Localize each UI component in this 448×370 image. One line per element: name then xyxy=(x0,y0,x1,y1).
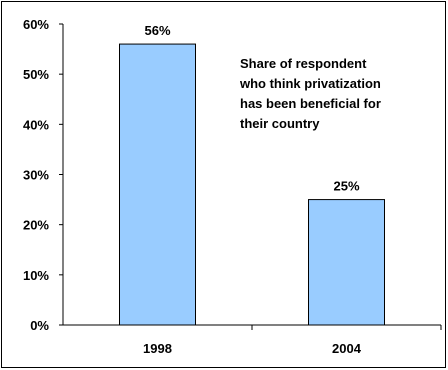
annotation-line: their country xyxy=(240,116,320,131)
annotation-line: has been beneficial for xyxy=(240,96,381,111)
annotation-line: who think privatization xyxy=(239,76,381,91)
y-axis-ticks: 0% 10% 20% 30% 40% 50% 60% xyxy=(23,17,63,333)
annotation-line: Share of respondent xyxy=(240,56,367,71)
bar-2004 xyxy=(308,199,385,326)
y-tick-label: 50% xyxy=(23,67,49,82)
x-axis-ticks: 1998 2004 xyxy=(143,325,442,356)
bar-1998 xyxy=(119,43,196,326)
y-tick-label: 30% xyxy=(23,168,49,183)
y-tick-label: 20% xyxy=(23,218,49,233)
x-tick-label: 2004 xyxy=(332,341,362,356)
y-tick-label: 60% xyxy=(23,17,49,32)
data-label-1998: 56% xyxy=(144,23,170,38)
y-tick-label: 0% xyxy=(30,318,49,333)
y-tick-label: 40% xyxy=(23,117,49,132)
bars: 56% 25% xyxy=(119,23,385,326)
x-tick-label: 1998 xyxy=(143,341,172,356)
y-tick-label: 10% xyxy=(23,268,49,283)
data-label-2004: 25% xyxy=(333,179,359,194)
chart-annotation: Share of respondent who think privatizati… xyxy=(239,56,381,131)
